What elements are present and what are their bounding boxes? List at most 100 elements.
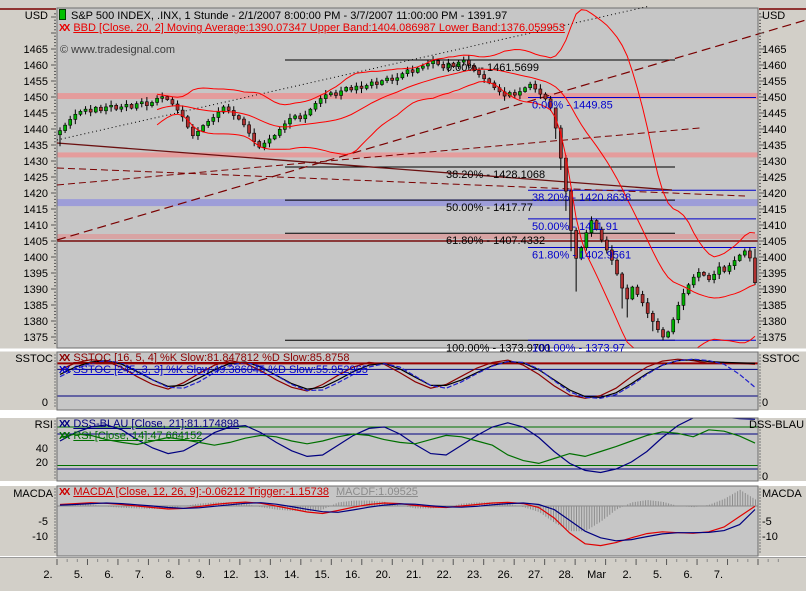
candle[interactable] [257, 141, 262, 148]
candle[interactable] [461, 59, 466, 63]
candle[interactable] [303, 114, 308, 120]
candle[interactable] [528, 83, 532, 89]
sstoc-plot-area[interactable] [56, 351, 759, 411]
candle[interactable] [533, 83, 538, 90]
candle[interactable] [400, 73, 405, 79]
candle[interactable] [124, 104, 129, 108]
candle[interactable] [661, 329, 665, 338]
candle[interactable] [599, 228, 604, 241]
candle[interactable] [610, 249, 614, 261]
candle[interactable] [385, 77, 389, 81]
candle[interactable] [344, 87, 348, 92]
candle[interactable] [569, 190, 573, 231]
candle[interactable] [426, 63, 430, 67]
candle[interactable] [293, 115, 297, 119]
candle[interactable] [93, 106, 98, 113]
candle[interactable] [267, 138, 272, 144]
candle[interactable] [380, 80, 384, 85]
candle[interactable] [196, 130, 200, 137]
candle[interactable] [456, 61, 461, 67]
candle[interactable] [543, 93, 548, 100]
candle[interactable] [129, 104, 134, 109]
candle[interactable] [272, 135, 277, 140]
rsi-plot-area[interactable] [56, 417, 759, 482]
candle[interactable] [671, 319, 676, 333]
candle[interactable] [139, 101, 144, 105]
candle[interactable] [589, 220, 594, 233]
candle[interactable] [707, 274, 711, 281]
candle[interactable] [635, 286, 640, 295]
candle[interactable] [211, 117, 216, 122]
candle[interactable] [390, 77, 394, 81]
candle[interactable] [104, 106, 108, 112]
candle[interactable] [145, 101, 149, 106]
candle[interactable] [119, 106, 124, 110]
candle[interactable] [165, 96, 170, 100]
candle[interactable] [150, 102, 154, 106]
candle[interactable] [594, 220, 599, 230]
candle[interactable] [334, 92, 338, 96]
candle[interactable] [732, 260, 737, 266]
candle[interactable] [58, 130, 62, 136]
candle[interactable] [191, 126, 195, 137]
candle[interactable] [78, 111, 83, 115]
candle[interactable] [666, 331, 670, 338]
candle[interactable] [742, 250, 747, 256]
candle[interactable] [717, 266, 722, 275]
candle[interactable] [247, 124, 251, 134]
candle[interactable] [477, 70, 481, 75]
candle[interactable] [681, 293, 686, 306]
candle[interactable] [237, 115, 241, 120]
candle[interactable] [640, 294, 645, 304]
candle[interactable] [160, 96, 165, 99]
candle[interactable] [620, 273, 624, 289]
candle[interactable] [88, 108, 93, 113]
candle[interactable] [650, 313, 655, 322]
candle[interactable] [421, 65, 425, 69]
candle[interactable] [737, 254, 742, 261]
candle[interactable] [364, 85, 369, 89]
candle[interactable] [242, 118, 246, 126]
candle[interactable] [676, 305, 681, 321]
candle[interactable] [712, 273, 716, 281]
candle[interactable] [359, 85, 364, 89]
candle[interactable] [63, 124, 67, 131]
candle[interactable] [605, 239, 609, 251]
candle[interactable] [727, 265, 732, 272]
candle[interactable] [436, 60, 440, 65]
candle[interactable] [180, 109, 185, 118]
candle[interactable] [748, 250, 752, 259]
candle[interactable] [221, 106, 226, 113]
candle[interactable] [155, 97, 159, 103]
candle[interactable] [696, 272, 701, 278]
candle[interactable] [175, 103, 180, 111]
candle[interactable] [441, 64, 446, 69]
candle[interactable] [451, 62, 456, 67]
candle[interactable] [446, 62, 451, 69]
candle[interactable] [395, 77, 400, 81]
candle[interactable] [323, 94, 328, 99]
candle[interactable] [206, 121, 210, 126]
candle[interactable] [354, 85, 359, 91]
candle[interactable] [262, 142, 267, 148]
main-plot-area[interactable] [56, 7, 759, 349]
candle[interactable] [548, 98, 553, 109]
candle[interactable] [722, 266, 727, 272]
candle[interactable] [518, 91, 522, 96]
candle[interactable] [579, 247, 584, 259]
candle[interactable] [415, 67, 420, 73]
candle[interactable] [431, 60, 435, 65]
candle[interactable] [134, 103, 139, 109]
candle[interactable] [405, 69, 410, 74]
macda-plot-area[interactable] [56, 485, 759, 557]
candle[interactable] [339, 90, 343, 96]
candle[interactable] [702, 272, 706, 276]
candle[interactable] [298, 115, 302, 120]
candle[interactable] [513, 92, 517, 96]
candle[interactable] [482, 74, 486, 80]
candle[interactable] [584, 232, 589, 249]
candle[interactable] [170, 99, 175, 105]
candle[interactable] [277, 129, 282, 136]
candle[interactable] [288, 118, 292, 125]
candle[interactable] [318, 98, 323, 104]
